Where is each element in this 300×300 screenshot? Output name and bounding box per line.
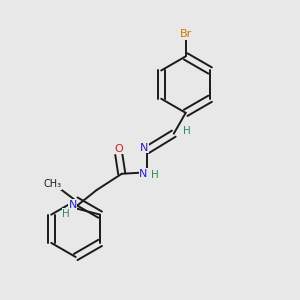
Text: N: N [68,200,77,210]
Text: H: H [152,170,159,180]
Text: N: N [139,169,148,179]
Text: CH₃: CH₃ [44,179,62,189]
Text: H: H [62,209,70,219]
Text: N: N [140,142,148,153]
Text: O: O [114,143,123,154]
Text: Br: Br [179,29,192,39]
Text: H: H [183,126,191,136]
